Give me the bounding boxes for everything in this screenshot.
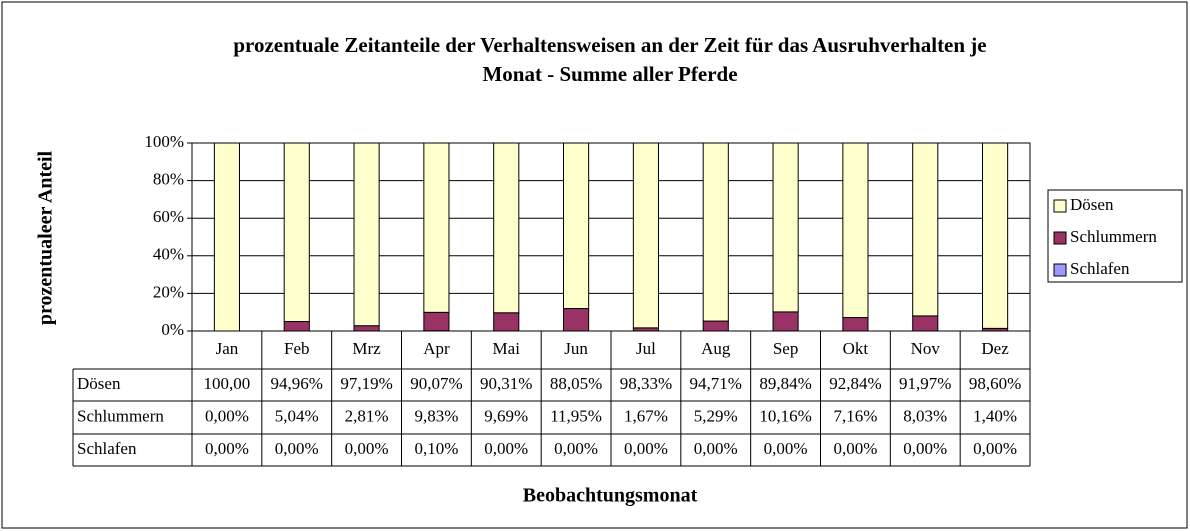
legend-swatch: [1053, 231, 1067, 245]
table-cell: 11,95%: [550, 406, 602, 425]
x-tick-label: Dez: [981, 339, 1009, 358]
x-tick-label: Mai: [493, 339, 521, 358]
bar-segment: [423, 142, 450, 313]
bar-segment: [702, 142, 729, 322]
table-cell: 8,03%: [903, 406, 947, 425]
bar-segment: [563, 142, 590, 310]
x-axis-label: Beobachtungsmonat: [523, 485, 698, 507]
table-cell: 0,00%: [833, 439, 877, 458]
table-cell: 90,31%: [480, 374, 532, 393]
legend-label: Schlummern: [1070, 227, 1157, 246]
x-tick-label: Jul: [636, 339, 656, 358]
bar-segment: [912, 142, 939, 317]
legend: [1047, 189, 1183, 283]
x-tick-label: Aug: [701, 339, 731, 358]
table-cell: 98,60%: [969, 374, 1021, 393]
y-axis-label: prozentualeer Anteil: [35, 150, 57, 325]
table-cell: 0,00%: [484, 439, 528, 458]
bar-segment: [283, 321, 310, 332]
table-cell: 9,69%: [484, 406, 528, 425]
table-cell: 1,40%: [973, 406, 1017, 425]
table-cell: 0,00%: [624, 439, 668, 458]
table-cell: 98,33%: [620, 374, 672, 393]
table-cell: 0,00%: [205, 406, 249, 425]
bar-segment: [982, 142, 1009, 329]
legend-label: Schlafen: [1070, 259, 1130, 278]
y-tick-label: 40%: [153, 245, 184, 264]
table-cell: 0,00%: [903, 439, 947, 458]
x-tick-label: Sep: [773, 339, 799, 358]
table-cell: 7,16%: [833, 406, 877, 425]
bar-segment: [842, 142, 869, 319]
plot-area: [191, 142, 1031, 332]
bar-segment: [632, 142, 659, 329]
table-cell: 100,00: [204, 374, 251, 393]
y-tick-label: 0%: [161, 320, 184, 339]
x-tick-label: Jan: [216, 339, 239, 358]
table-cell: 0,10%: [414, 439, 458, 458]
table-cell: 10,16%: [759, 406, 811, 425]
table-cell: 0,00%: [205, 439, 249, 458]
table-row-header: Dösen: [77, 374, 121, 393]
bar-segment: [772, 311, 799, 332]
table-row-header: Schlafen: [77, 439, 137, 458]
table-cell: 92,84%: [829, 374, 881, 393]
table-cell: 0,00%: [554, 439, 598, 458]
table-cell: 0,00%: [345, 439, 389, 458]
legend-label: Dösen: [1070, 195, 1114, 214]
table-cell: 9,83%: [414, 406, 458, 425]
x-tick-label: Jun: [564, 339, 588, 358]
y-tick-label: 80%: [153, 170, 184, 189]
x-tick-label: Okt: [843, 339, 869, 358]
x-tick-label: Apr: [423, 339, 450, 358]
bar-segment: [842, 317, 869, 332]
table-cell: 91,97%: [899, 374, 951, 393]
bar-segment: [353, 325, 380, 332]
table-cell: 5,04%: [275, 406, 319, 425]
y-tick-label: 60%: [153, 207, 184, 226]
bar-segment: [493, 312, 520, 332]
table-cell: 1,67%: [624, 406, 668, 425]
table-cell: 89,84%: [759, 374, 811, 393]
table-cell: 5,29%: [694, 406, 738, 425]
bar-segment: [772, 142, 799, 313]
bar-segment: [912, 315, 939, 332]
bar-segment: [702, 320, 729, 332]
bar-segment: [213, 142, 240, 332]
legend-swatch: [1053, 199, 1067, 213]
table-cell: 0,00%: [973, 439, 1017, 458]
table-cell: 0,00%: [764, 439, 808, 458]
y-tick-label: 20%: [153, 282, 184, 301]
bar-segment: [423, 311, 450, 332]
table-cell: 94,71%: [690, 374, 742, 393]
table-cell: 88,05%: [550, 374, 602, 393]
table-cell: 97,19%: [340, 374, 392, 393]
legend-swatch: [1053, 263, 1067, 277]
bar-segment: [353, 142, 380, 327]
x-tick-label: Nov: [911, 339, 941, 358]
x-tick-label: Feb: [284, 339, 310, 358]
table-row-header: Schlummern: [77, 406, 164, 425]
bar-segment: [283, 142, 310, 323]
table-cell: 0,00%: [694, 439, 738, 458]
table-cell: 0,00%: [275, 439, 319, 458]
chart-title: prozentuale Zeitanteile der Verhaltenswe…: [233, 33, 986, 86]
table-cell: 90,07%: [410, 374, 462, 393]
bar-segment: [493, 142, 520, 314]
table-cell: 2,81%: [345, 406, 389, 425]
bar-segment: [563, 308, 590, 332]
x-tick-label: Mrz: [352, 339, 381, 358]
y-tick-label: 100%: [144, 132, 184, 151]
table-cell: 94,96%: [271, 374, 323, 393]
